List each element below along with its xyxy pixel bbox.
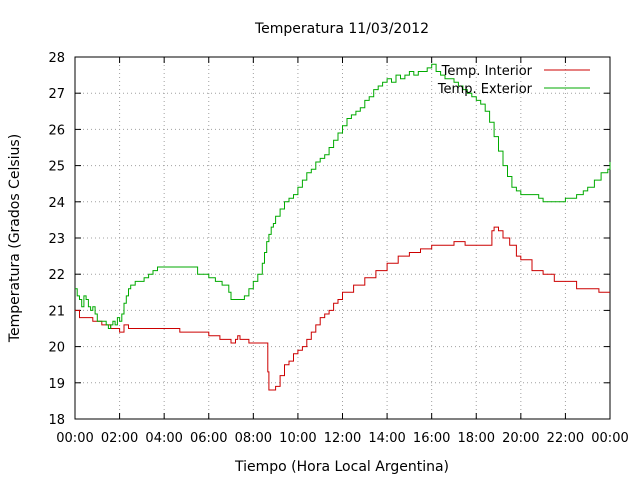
y-tick-label: 24	[48, 196, 65, 211]
y-tick-label: 19	[48, 377, 65, 392]
x-tick-label: 06:00	[190, 431, 227, 446]
x-tick-label: 02:00	[101, 431, 138, 446]
y-tick-label: 25	[48, 160, 65, 175]
legend-label-interior: Temp. Interior	[441, 64, 533, 79]
y-tick-label: 20	[48, 341, 65, 356]
x-tick-label: 10:00	[279, 431, 316, 446]
series-lines	[75, 63, 611, 391]
x-tick-label: 20:00	[502, 431, 539, 446]
x-tick-label: 04:00	[145, 431, 182, 446]
series-line-exterior	[75, 63, 611, 329]
y-tick-label: 28	[48, 51, 65, 66]
x-tick-label: 18:00	[458, 431, 495, 446]
x-tick-label: 08:00	[235, 431, 272, 446]
legend-label-exterior: Temp. Exterior	[437, 82, 533, 97]
x-tick-label: 14:00	[368, 431, 405, 446]
y-tick-label: 21	[48, 304, 65, 319]
x-tick-label: 00:00	[56, 431, 93, 446]
grid	[75, 57, 610, 419]
y-tick-label: 27	[48, 87, 65, 102]
x-axis-label: Tiempo (Hora Local Argentina)	[234, 459, 449, 475]
x-tick-label: 12:00	[324, 431, 361, 446]
x-tick-label: 16:00	[413, 431, 450, 446]
x-tick-label: 22:00	[547, 431, 584, 446]
series-line-interior	[75, 226, 610, 391]
y-tick-label: 26	[48, 123, 65, 138]
y-axis-label: Temperatura (Grados Celsius)	[7, 134, 23, 343]
chart-title: Temperatura 11/03/2012	[254, 21, 429, 37]
y-tick-label: 23	[48, 232, 65, 247]
axis-ticks: 00:00 02:00 04:00 06:00 08:00 10:00 12:00 14:00…	[48, 51, 628, 446]
y-tick-label: 22	[48, 268, 65, 283]
x-tick-label: 00:00	[591, 431, 628, 446]
y-tick-label: 18	[48, 413, 65, 428]
legend: Temp. Interior Temp. Exterior	[437, 64, 590, 97]
